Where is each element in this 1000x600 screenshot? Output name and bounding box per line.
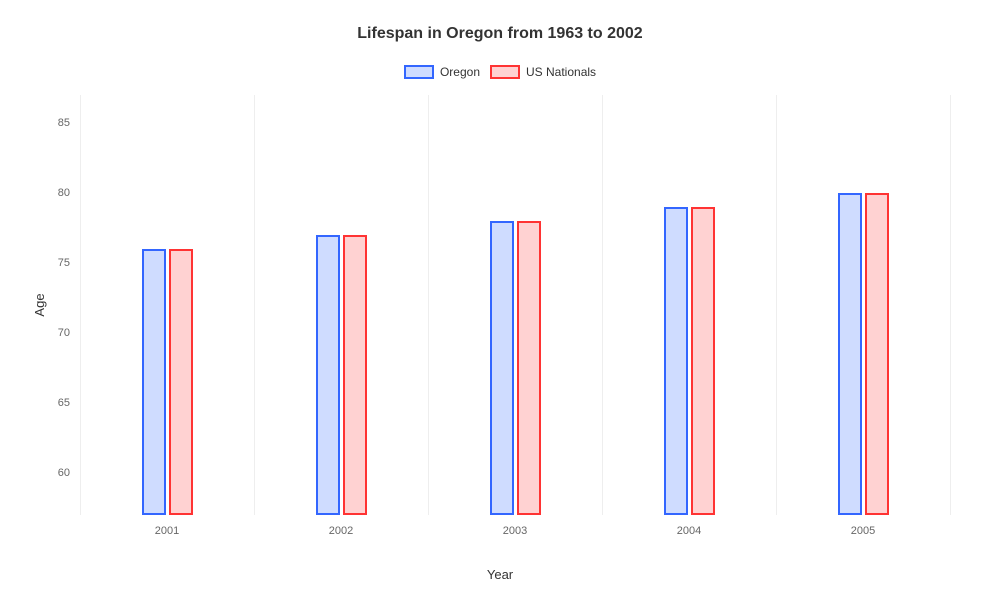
legend-swatch-oregon — [404, 65, 434, 79]
x-tick-label: 2002 — [329, 525, 353, 537]
plot-area: 60657075808520012002200320042005 — [80, 95, 950, 515]
y-tick-label: 75 — [40, 257, 70, 269]
y-axis-title: Age — [32, 293, 47, 316]
bar[interactable] — [865, 193, 889, 515]
bar[interactable] — [838, 193, 862, 515]
bar[interactable] — [664, 207, 688, 515]
chart-container: Lifespan in Oregon from 1963 to 2002 Ore… — [0, 0, 1000, 600]
bar[interactable] — [169, 249, 193, 515]
y-tick-label: 60 — [40, 467, 70, 479]
bar[interactable] — [691, 207, 715, 515]
grid-line-v — [428, 95, 429, 515]
x-tick-label: 2005 — [851, 525, 875, 537]
x-axis-title: Year — [487, 567, 513, 582]
y-tick-label: 65 — [40, 397, 70, 409]
bar[interactable] — [517, 221, 541, 515]
x-tick-label: 2003 — [503, 525, 527, 537]
grid-line-v — [80, 95, 81, 515]
grid-line-v — [254, 95, 255, 515]
x-tick-label: 2004 — [677, 525, 701, 537]
grid-line-v — [602, 95, 603, 515]
legend-swatch-us-nationals — [490, 65, 520, 79]
bar[interactable] — [316, 235, 340, 515]
legend-item-oregon[interactable]: Oregon — [404, 65, 480, 79]
legend-label-oregon: Oregon — [440, 65, 480, 79]
legend: Oregon US Nationals — [0, 65, 1000, 79]
y-tick-label: 70 — [40, 327, 70, 339]
bar[interactable] — [343, 235, 367, 515]
chart-title: Lifespan in Oregon from 1963 to 2002 — [0, 25, 1000, 43]
y-tick-label: 85 — [40, 117, 70, 129]
legend-label-us-nationals: US Nationals — [526, 65, 596, 79]
bar[interactable] — [142, 249, 166, 515]
legend-item-us-nationals[interactable]: US Nationals — [490, 65, 596, 79]
grid-line-v — [776, 95, 777, 515]
bar[interactable] — [490, 221, 514, 515]
grid-line-v — [950, 95, 951, 515]
x-tick-label: 2001 — [155, 525, 179, 537]
y-tick-label: 80 — [40, 187, 70, 199]
